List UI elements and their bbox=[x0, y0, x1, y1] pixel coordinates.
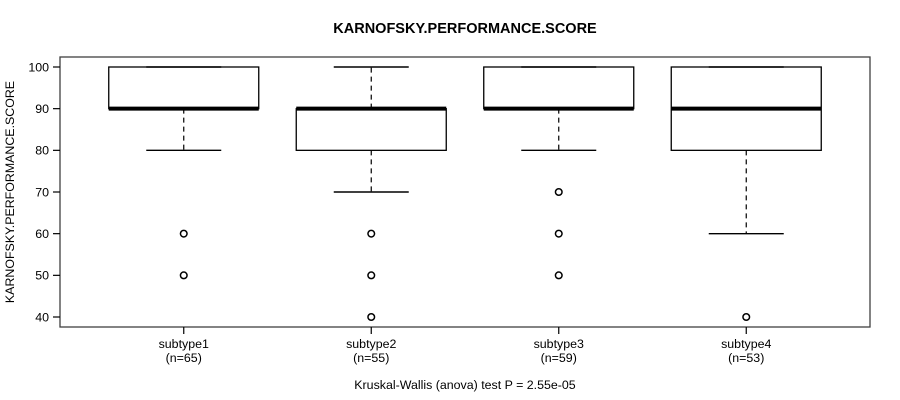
x-group-label: subtype1 bbox=[159, 337, 209, 351]
outlier-point bbox=[179, 229, 188, 238]
plot-frame bbox=[59, 56, 871, 328]
y-tick-label: 70 bbox=[35, 185, 49, 199]
y-tick-label: 80 bbox=[35, 144, 49, 158]
footer-annotation: Kruskal-Wallis (anova) test P = 2.55e-05 bbox=[354, 378, 576, 392]
x-group-label: subtype3 bbox=[534, 337, 584, 351]
y-tick-label: 40 bbox=[35, 310, 49, 324]
x-group-n-label: (n=59) bbox=[541, 351, 577, 365]
outlier-point bbox=[367, 229, 376, 238]
outlier-point bbox=[367, 271, 376, 280]
y-tick-label: 100 bbox=[28, 60, 49, 74]
y-tick-label: 50 bbox=[35, 269, 49, 283]
outlier-point bbox=[554, 229, 563, 238]
x-group-n-label: (n=53) bbox=[728, 351, 764, 365]
outlier-point bbox=[554, 187, 563, 197]
x-group-n-label: (n=55) bbox=[353, 351, 389, 365]
y-tick-label: 90 bbox=[35, 102, 49, 116]
outlier-point bbox=[554, 271, 563, 280]
box-subtype3 bbox=[483, 66, 635, 110]
outlier-point bbox=[179, 271, 188, 280]
y-tick-label: 60 bbox=[35, 227, 49, 241]
outlier-point bbox=[742, 312, 751, 322]
x-group-n-label: (n=65) bbox=[166, 351, 202, 365]
x-group-label: subtype2 bbox=[346, 337, 396, 351]
x-group-label: subtype4 bbox=[721, 337, 771, 351]
chart-title: KARNOFSKY.PERFORMANCE.SCORE bbox=[333, 21, 597, 37]
box-subtype2 bbox=[295, 108, 447, 151]
y-axis-label: KARNOFSKY.PERFORMANCE.SCORE bbox=[3, 81, 17, 303]
plot-area: 405060708090100subtype1(n=65)subtype2(n=… bbox=[28, 56, 871, 365]
outlier-point bbox=[367, 312, 376, 322]
box-subtype1 bbox=[108, 66, 260, 110]
